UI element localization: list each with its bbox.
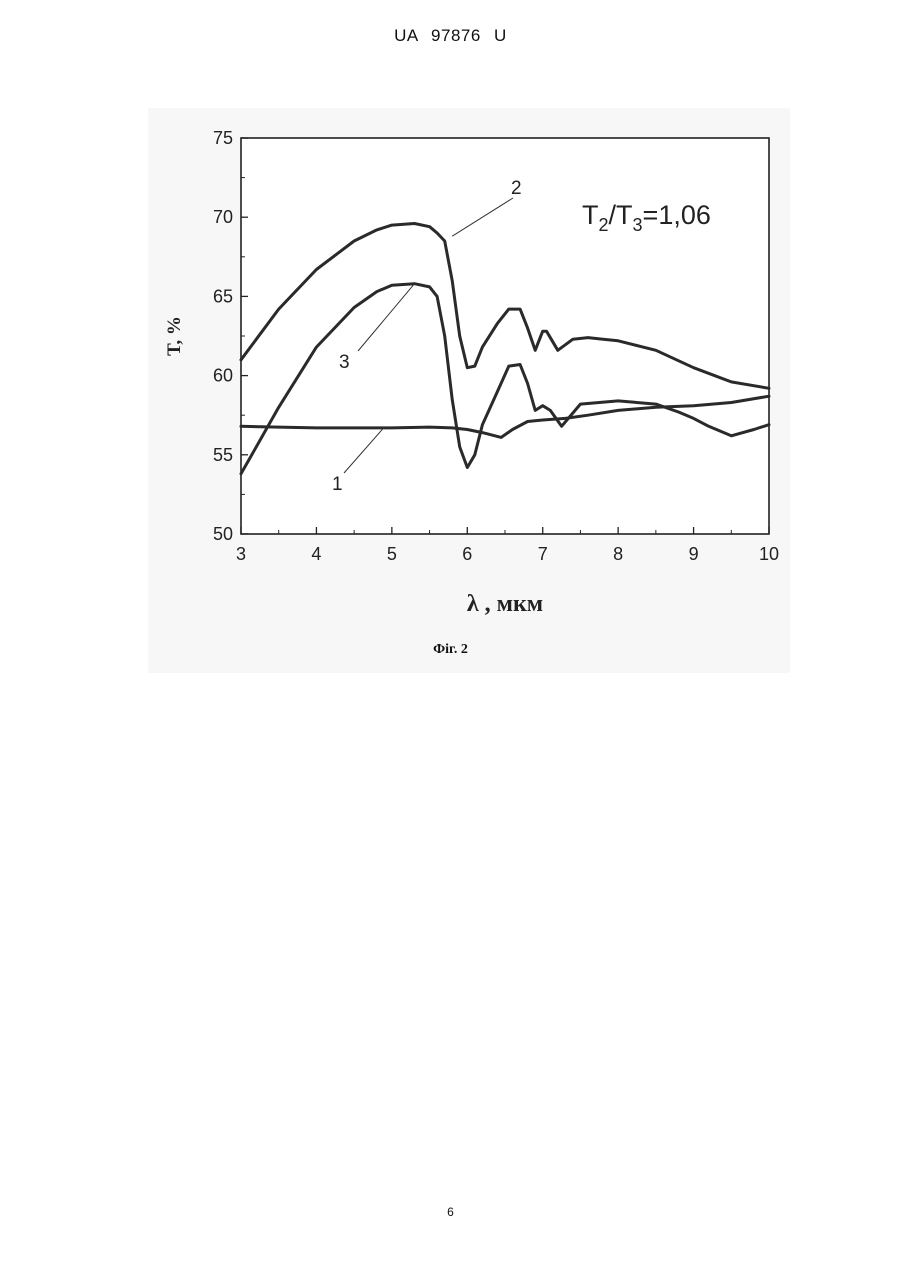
y-tick-label: 50 [213, 524, 233, 544]
curve-label-2: 2 [511, 178, 522, 199]
x-tick-label: 4 [311, 544, 321, 564]
ratio-annotation-value: =1,06 [643, 200, 711, 230]
transmission-chart: 345678910505560657075 T, % λ , мкм T2/T3… [148, 108, 790, 673]
y-tick-label: 55 [213, 445, 233, 465]
x-tick-label: 6 [462, 544, 472, 564]
x-tick-label: 7 [538, 544, 548, 564]
page-number: 6 [0, 1205, 901, 1219]
ratio-annotation-t2: T [582, 200, 599, 230]
figure: 345678910505560657075 T, % λ , мкм T2/T3… [148, 108, 790, 673]
curve-label-1: 1 [332, 474, 343, 495]
x-tick-label: 3 [236, 544, 246, 564]
curve-label-3: 3 [339, 352, 350, 373]
ratio-annotation-t3: T [616, 200, 633, 230]
x-axis-label: λ , мкм [467, 591, 543, 617]
y-tick-label: 75 [213, 128, 233, 148]
figure-caption: Фіг. 2 [0, 642, 901, 658]
document-header: UA 97876 U [0, 26, 901, 46]
x-tick-label: 9 [689, 544, 699, 564]
plot-frame [241, 138, 769, 534]
x-tick-label: 8 [613, 544, 623, 564]
x-tick-label: 5 [387, 544, 397, 564]
y-axis-label: T, % [164, 316, 185, 356]
y-tick-label: 65 [213, 286, 233, 306]
ratio-annotation-sub3: 3 [633, 215, 643, 235]
y-tick-label: 70 [213, 207, 233, 227]
y-tick-label: 60 [213, 366, 233, 386]
ratio-annotation-sub2: 2 [599, 215, 609, 235]
x-tick-label: 10 [759, 544, 779, 564]
